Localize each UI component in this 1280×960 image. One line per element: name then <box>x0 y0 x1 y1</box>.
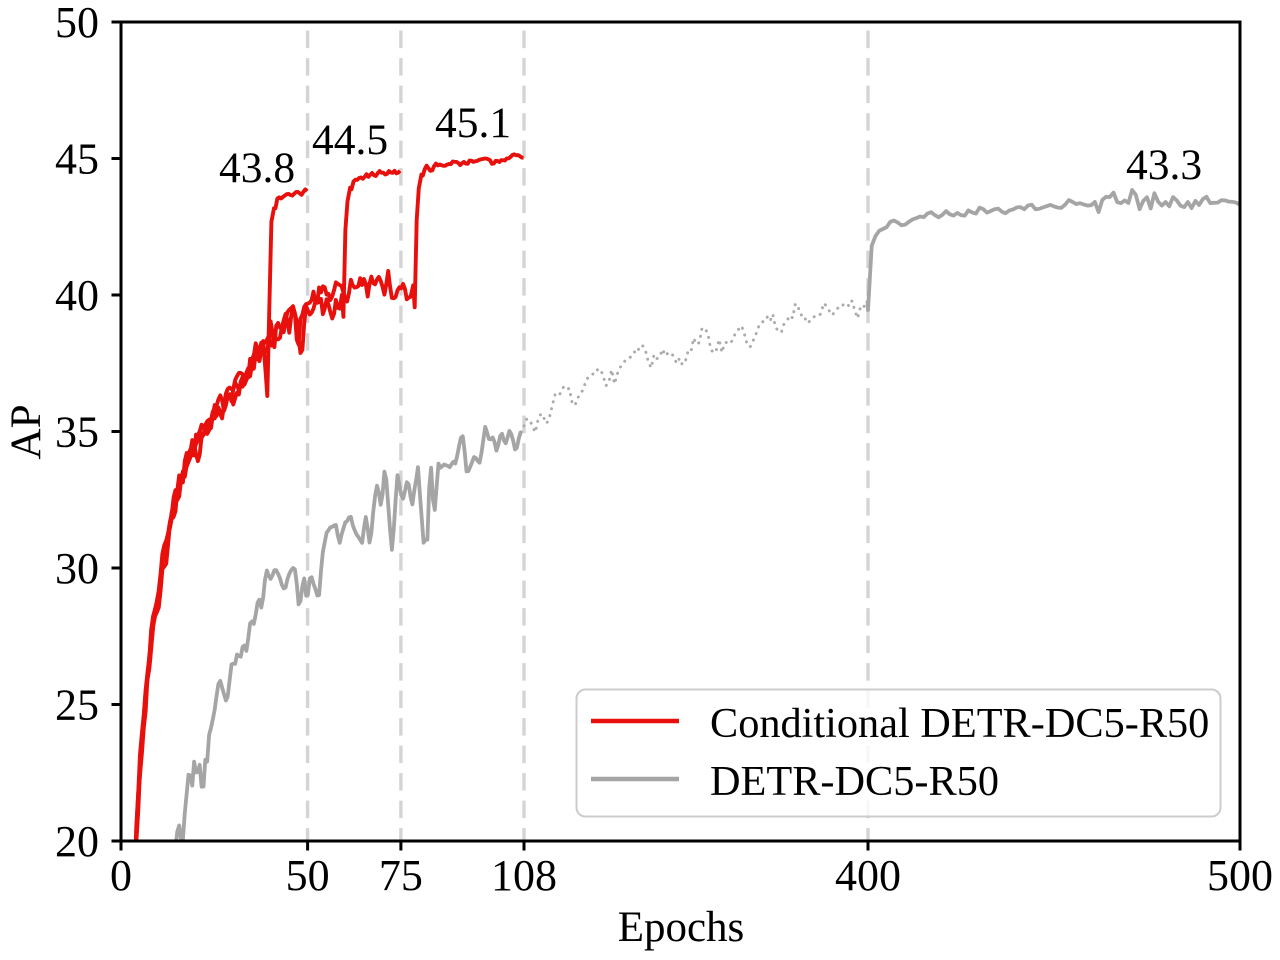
svg-text:43.3: 43.3 <box>1126 141 1202 189</box>
svg-text:45: 45 <box>55 135 99 184</box>
svg-text:44.5: 44.5 <box>312 116 388 164</box>
svg-text:DETR-DC5-R50: DETR-DC5-R50 <box>710 758 999 805</box>
svg-text:43.8: 43.8 <box>219 144 295 192</box>
svg-text:0: 0 <box>110 851 132 900</box>
svg-text:25: 25 <box>55 681 99 730</box>
svg-text:30: 30 <box>55 544 99 593</box>
svg-text:45.1: 45.1 <box>435 99 511 147</box>
svg-text:40: 40 <box>55 271 99 320</box>
svg-text:108: 108 <box>491 851 557 900</box>
svg-text:20: 20 <box>55 817 99 866</box>
svg-text:Conditional DETR-DC5-R50: Conditional DETR-DC5-R50 <box>710 700 1209 747</box>
svg-text:Epochs: Epochs <box>618 904 745 951</box>
svg-text:400: 400 <box>835 851 901 900</box>
svg-text:50: 50 <box>55 0 99 47</box>
svg-text:500: 500 <box>1207 851 1273 900</box>
svg-text:35: 35 <box>55 408 99 457</box>
svg-text:AP: AP <box>3 405 50 460</box>
svg-text:75: 75 <box>379 851 423 900</box>
svg-text:50: 50 <box>286 851 330 900</box>
